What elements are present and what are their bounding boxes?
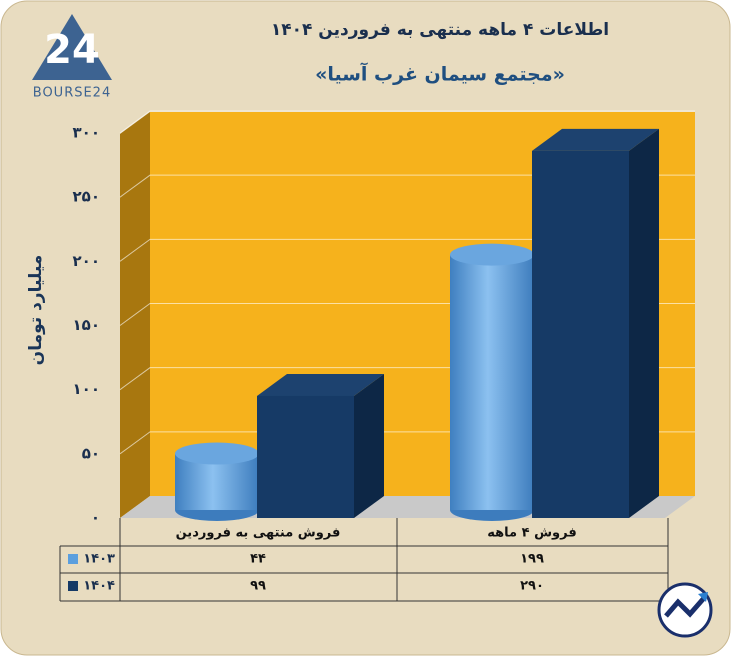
chart-subtitle: «مجتمع سیمان غرب آسیا» [315,62,565,86]
grid-line [119,174,695,198]
bar [257,373,384,518]
logo: 24 BOURSE24 [32,14,112,101]
logo-text: BOURSE24 [33,86,111,101]
y-tick-label: ۱۰۰ [73,380,100,398]
grid-line [119,238,695,262]
chart-title: اطلاعات ۴ ماهه منتهی به فروردین ۱۴۰۴ [271,20,609,40]
bar-side [354,373,384,518]
grid-line [119,110,695,134]
table-value: ۲۹۰ [520,579,544,594]
legend-label: ۱۴۰۴ [83,579,115,594]
bar [175,442,259,521]
bar [532,128,659,519]
y-axis-label: میلیارد تومان [26,255,46,366]
brand-icon [657,582,713,638]
bar-top [257,373,384,396]
y-tick-label: ۲۰۰ [73,252,100,270]
category-label: فروش ۴ ماهه [487,526,576,541]
logo-number: 24 [44,27,100,73]
bar-top [532,128,659,151]
plot: ۰ ۵۰ ۱۰۰ ۱۵۰ ۲۰۰ ۲۵۰ ۳۰۰ [73,110,695,527]
legend-label: ۱۴۰۳ [83,552,115,567]
y-tick-label: ۲۵۰ [73,188,100,206]
bar [450,243,534,521]
y-tick-label: ۱۵۰ [73,316,100,334]
bar-top [175,442,259,465]
legend-swatch [68,581,78,591]
category-label: فروش منتهی به فروردین [176,526,341,541]
table-value: ۱۹۹ [520,552,544,567]
table-value: ۴۴ [250,552,266,567]
data-table [59,518,669,602]
y-tick-label: ۰ [91,509,100,527]
y-tick-label: ۵۰ [82,444,100,462]
table-value: ۹۹ [250,579,266,594]
bar-body [450,254,534,510]
y-tick-label: ۳۰۰ [73,124,100,142]
bar-front [532,150,629,519]
bar-side [629,128,659,519]
legend-swatch [68,554,78,564]
bar-front [257,395,354,518]
bar-top [450,243,534,266]
